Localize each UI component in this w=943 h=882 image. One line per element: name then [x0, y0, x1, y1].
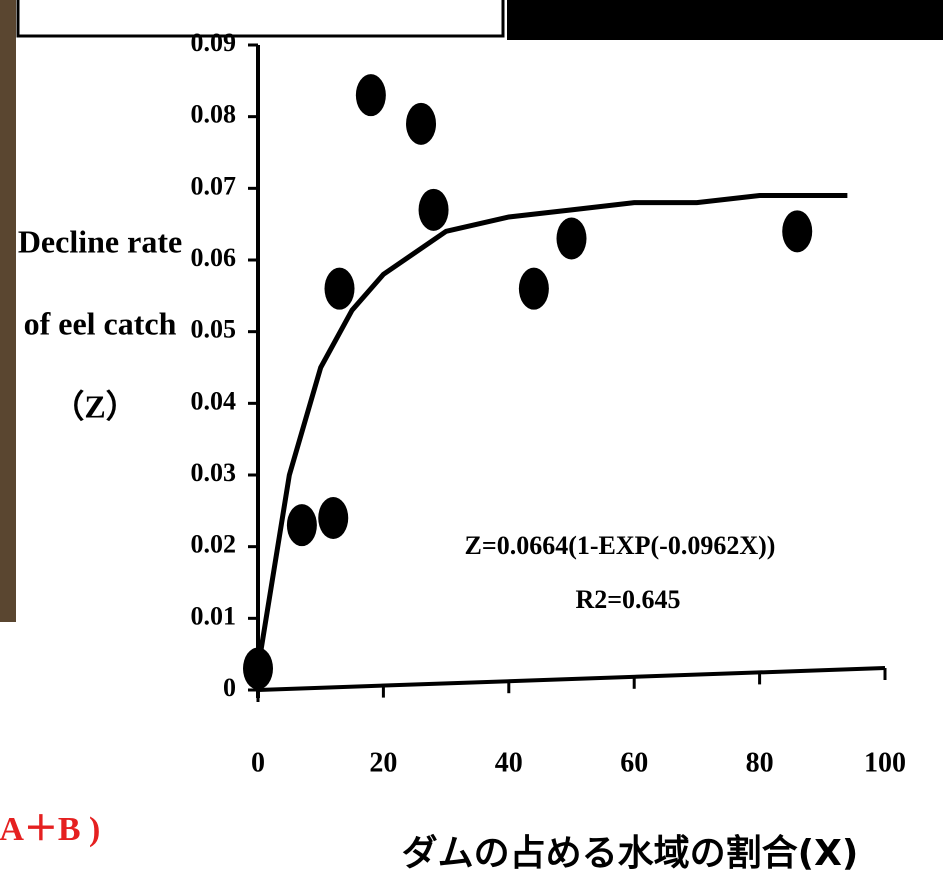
x-tick-label: 20 [369, 747, 397, 778]
y-label-line: （Z） [52, 388, 137, 424]
y-label-line: Decline rate [18, 223, 182, 259]
y-label-line: of eel catch [24, 305, 177, 341]
point [519, 268, 549, 310]
top-bar [507, 0, 943, 40]
point [406, 103, 436, 145]
x-tick-label: 0 [251, 747, 265, 778]
x-tick-label: 100 [864, 747, 906, 778]
point [356, 74, 386, 116]
annotation: R2=0.645 [575, 585, 680, 614]
chart: Decline rate of eel catch （Z） Z=0.0664(1… [0, 0, 943, 882]
x-tick-label: 60 [620, 747, 648, 778]
y-tick-label: 0.03 [191, 458, 237, 487]
y-tick-label: 0.06 [191, 243, 237, 272]
y-tick-label: 0.04 [191, 386, 237, 415]
point [782, 210, 812, 252]
x-tick-label: 80 [746, 747, 774, 778]
point [557, 218, 587, 260]
side-note: (A＋B ) [0, 811, 100, 848]
page: Decline rate of eel catch （Z） Z=0.0664(1… [0, 0, 943, 882]
x-axis [258, 668, 885, 690]
point [419, 189, 449, 231]
point [243, 648, 273, 690]
x-tick-label: 40 [495, 747, 523, 778]
y-tick-label: 0.05 [191, 315, 237, 344]
plot: 0 0.01 0.02 0.03 0.04 0.05 0.06 0.07 0.08 0.09 0 20… [191, 28, 907, 778]
y-tick-label: 0.01 [191, 601, 237, 630]
x-axis-label: ダムの占める水域の割合(X) [402, 833, 859, 874]
point [318, 497, 348, 539]
y-tick-label: 0 [223, 673, 236, 702]
photo-strip [0, 0, 16, 622]
y-tick-label: 0.02 [191, 530, 237, 559]
point [287, 504, 317, 546]
y-tick-label: 0.08 [191, 100, 237, 129]
y-tick-label: 0.07 [191, 171, 237, 200]
fit-curve [258, 196, 847, 669]
top-box [18, 0, 503, 36]
point [325, 268, 355, 310]
annotation: Z=0.0664(1-EXP(-0.0962X)) [465, 531, 776, 560]
y-tick-label: 0.09 [191, 28, 237, 57]
